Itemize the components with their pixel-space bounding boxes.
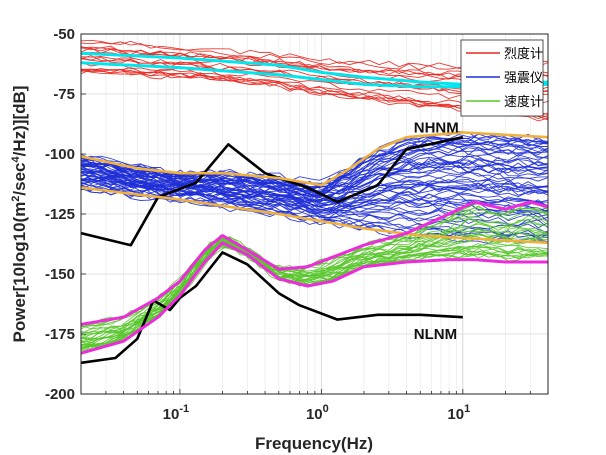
series-line-accel-upper-bound <box>81 131 548 187</box>
accelerometer-trace <box>81 179 548 218</box>
y-tick-label: -200 <box>45 386 75 403</box>
accelerometer-trace <box>81 142 548 191</box>
legend-label-accelerometer: 强震仪 <box>504 71 543 86</box>
y-axis-label: Power[10log10(m2/sec4/Hz)][dB] <box>10 86 29 343</box>
velocimeter-trace <box>81 233 548 340</box>
x-axis-label: Frequency(Hz) <box>255 434 373 453</box>
x-ticks: 10-1 100 101 <box>80 389 549 423</box>
x-tick-label: 101 <box>447 403 470 423</box>
y-tick-label: -50 <box>53 26 75 43</box>
velocimeter-trace <box>81 243 548 350</box>
accelerometer-trace <box>81 168 548 203</box>
x-tick-label: 100 <box>306 403 329 423</box>
series-line-nlnm <box>81 251 463 365</box>
series-line-velocity-upper-bound <box>81 200 548 326</box>
accelerometer-trace <box>81 170 548 210</box>
velocimeter-trace <box>81 235 548 345</box>
x-tick-label: 10-1 <box>163 403 189 423</box>
accelerometer-trace <box>81 145 548 195</box>
nlnm-annotation: NLNM <box>414 326 457 343</box>
legend: 烈度计 强震仪 速度计 <box>460 39 544 117</box>
y-tick-label: -125 <box>45 206 75 223</box>
y-tick-label: -175 <box>45 326 75 343</box>
y-tick-label: -100 <box>45 146 75 163</box>
velocimeter-trace <box>81 237 548 344</box>
y-tick-label: -150 <box>45 266 75 283</box>
legend-label-intensity: 烈度计 <box>504 46 543 62</box>
series-line-nhnm <box>81 135 464 247</box>
y-tick-label: -75 <box>53 86 75 103</box>
velocimeter-trace <box>81 208 548 330</box>
series-line-velocity-lower-bound <box>81 241 548 355</box>
series-line-accel-lower-bound <box>81 186 548 245</box>
accelerometer-trace <box>81 178 548 213</box>
nhnm-annotation: NHNM <box>414 119 459 136</box>
accelerometer-trace <box>81 163 548 198</box>
legend-label-velocimeter: 速度计 <box>504 94 543 110</box>
accelerometer-trace <box>81 167 548 201</box>
y-ticks: -50 -75 -100 -125 -150 -175 -200 <box>45 26 86 403</box>
